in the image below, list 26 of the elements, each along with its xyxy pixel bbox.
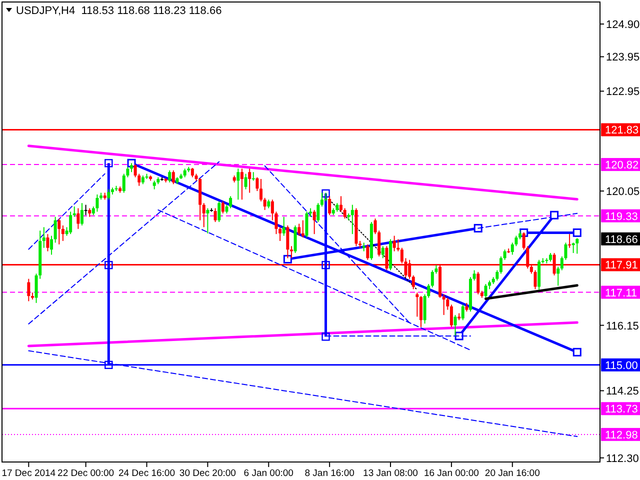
ref-line-label: 117.11 [605,287,638,300]
ref-line-label: 112.98 [605,429,638,442]
ref-line-label: 115.00 [605,360,638,372]
x-tick-label: 24 Dec 16:00 [118,468,175,479]
y-tick-label: 124.90 [606,19,640,32]
ref-line-label: 121.83 [605,124,639,137]
x-tick-label: 6 Jan 00:00 [244,468,294,479]
x-tick-label: 16 Jan 00:00 [424,468,479,479]
y-tick-label: 123.95 [606,52,640,64]
ref-line-label: 119.33 [605,210,638,223]
chart-title: USDJPY,H4 118.53 118.68 118.23 118.66 [16,5,222,17]
y-tick-label: 122.95 [606,86,640,98]
y-tick-label: 116.15 [606,320,639,332]
y-tick-label: 112.30 [606,452,639,465]
x-tick-label: 17 Dec 2014 [2,468,56,479]
x-tick-label: 20 Jan 16:00 [484,468,540,479]
text: 118.66 [605,234,638,246]
ref-line-label: 120.82 [605,160,639,172]
y-tick-label: 120.05 [606,186,640,198]
x-tick-label: 22 Dec 00:00 [58,468,114,479]
x-tick-label: 8 Jan 16:00 [304,468,354,479]
ref-line-label: 117.91 [605,260,638,272]
x-tick-label: 30 Dec 20:00 [179,468,236,479]
y-tick-label: 114.25 [606,386,639,398]
ref-line-label: 113.73 [605,404,638,416]
x-tick-label: 13 Jan 08:00 [363,468,418,479]
